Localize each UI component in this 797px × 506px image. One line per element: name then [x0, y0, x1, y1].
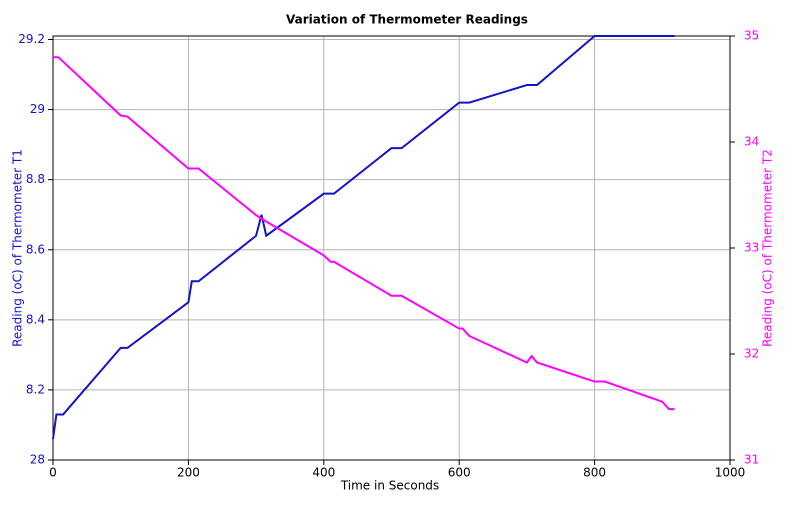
y-tick-label: 8.2: [26, 382, 45, 396]
y2-tick-label: 31: [744, 453, 759, 467]
x-tick-label: 200: [177, 466, 200, 480]
data-line: [52, 35, 675, 440]
x-tick-label: 600: [448, 466, 471, 480]
y-tick-label: 8.4: [26, 312, 45, 326]
x-tick-label: 1000: [715, 466, 746, 480]
x-axis-label: Time in Seconds: [340, 479, 439, 493]
y2-axis-label: Reading (oC) of Thermometer T2: [761, 149, 775, 347]
data-line: [53, 56, 675, 411]
y2-tick-label: 35: [744, 29, 759, 43]
y2-tick-label: 33: [744, 241, 759, 255]
y-tick-label: 8.6: [26, 242, 45, 256]
x-tick-label: 800: [583, 466, 606, 480]
y-tick-label: 28: [30, 453, 45, 467]
y-tick-label: 29: [30, 102, 45, 116]
x-tick-label: 0: [49, 466, 57, 480]
plot-frame: [52, 35, 731, 461]
y-axis-label: Reading (oC) of Thermometer T1: [11, 149, 25, 347]
y2-tick-label: 32: [744, 347, 759, 361]
x-tick-label: 400: [312, 466, 335, 480]
y-tick-label: 8.8: [26, 172, 45, 186]
y2-tick-label: 34: [744, 135, 759, 149]
y-tick-label: 29.2: [18, 32, 45, 46]
chart-title: Variation of Thermometer Readings: [286, 13, 528, 27]
